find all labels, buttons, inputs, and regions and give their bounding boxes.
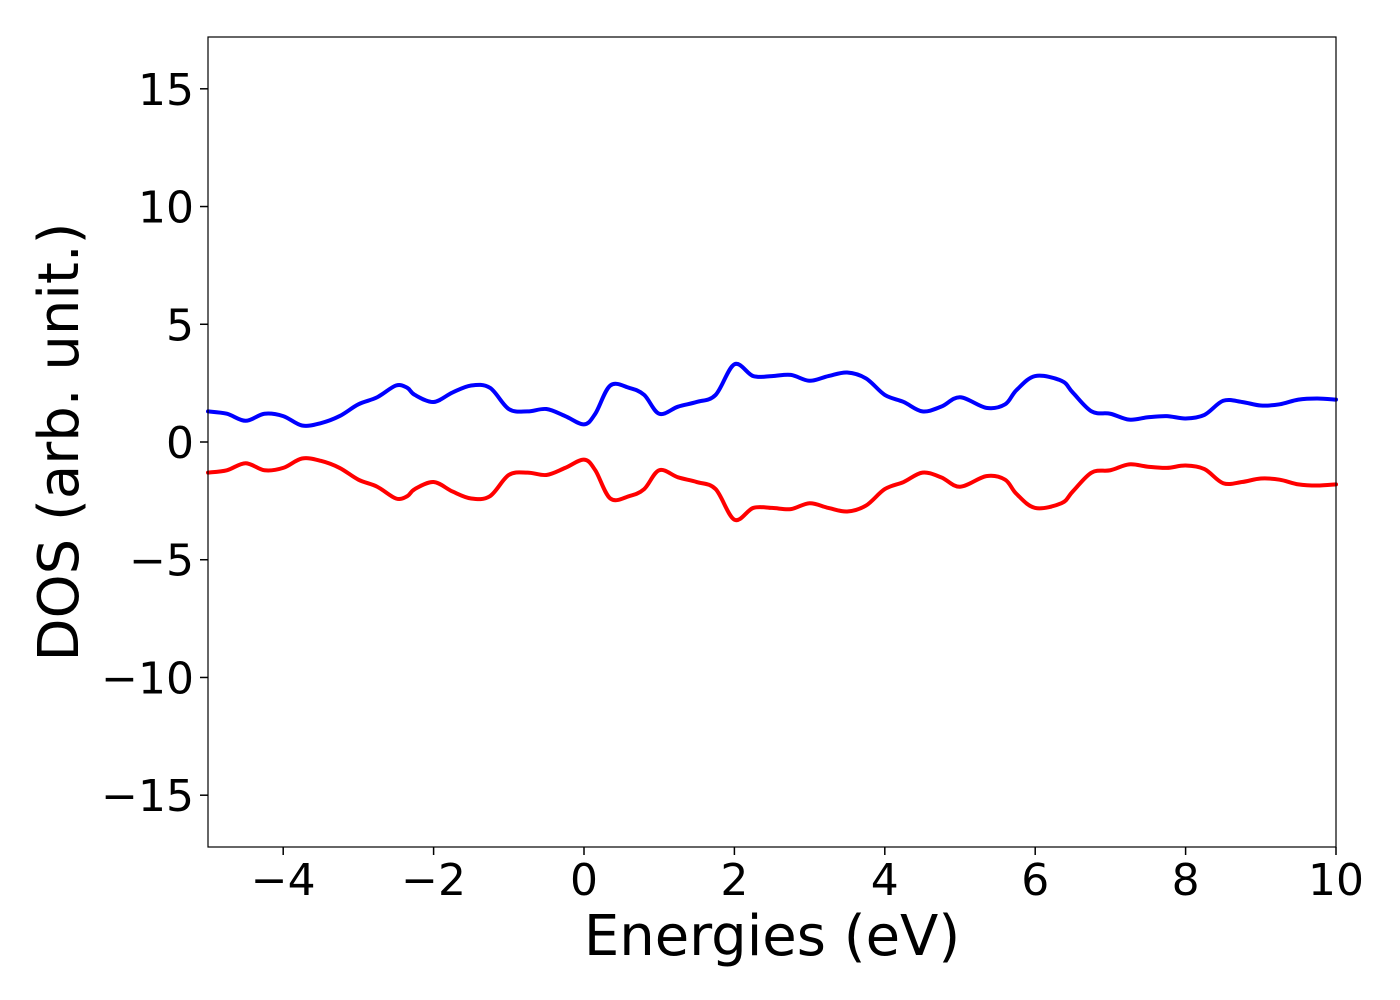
y-tick-label: −5 <box>129 536 194 587</box>
y-tick-label: 15 <box>138 65 194 116</box>
x-tick-label: 4 <box>871 855 899 906</box>
y-tick-label: 10 <box>138 183 194 234</box>
series-line-spin-up <box>206 361 1338 428</box>
x-axis-ticks: −4 −2 0 2 4 6 8 10 <box>251 847 1364 906</box>
x-tick-label: 8 <box>1172 855 1200 906</box>
y-axis-title: DOS (arb. unit.) <box>27 222 92 661</box>
y-tick-label: 0 <box>166 418 194 469</box>
y-tick-label: −10 <box>101 653 194 704</box>
y-axis-ticks: 15 10 5 0 −5 −10 −15 <box>101 65 208 822</box>
x-tick-label: 10 <box>1308 855 1364 906</box>
series-line-spin-down <box>206 456 1338 523</box>
y-tick-label: −15 <box>101 771 194 822</box>
y-tick-label: 5 <box>166 300 194 351</box>
x-tick-label: 6 <box>1021 855 1049 906</box>
plot-background <box>208 37 1336 847</box>
x-tick-label: −2 <box>401 855 466 906</box>
x-tick-label: 2 <box>720 855 748 906</box>
x-tick-label: −4 <box>251 855 316 906</box>
x-axis-title: Energies (eV) <box>584 904 960 969</box>
x-tick-label: 0 <box>570 855 598 906</box>
series-layer <box>206 361 1338 523</box>
